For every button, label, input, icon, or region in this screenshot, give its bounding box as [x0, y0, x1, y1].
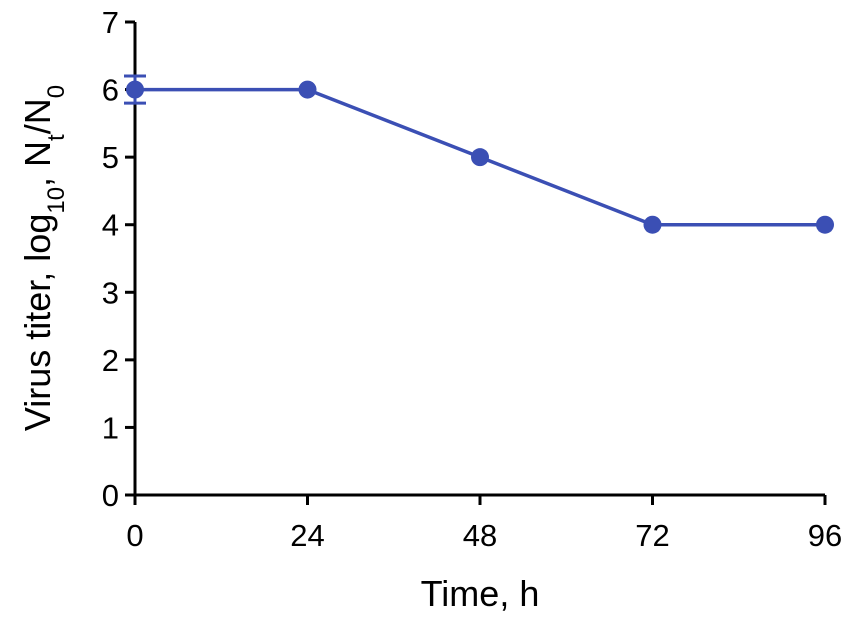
y-axis-title-slash: /N [17, 98, 58, 134]
y-tick-label: 3 [102, 275, 119, 310]
data-point [126, 80, 144, 99]
y-tick-label: 6 [102, 73, 119, 108]
data-point [643, 215, 662, 234]
y-axis-title-log-subscript: 10 [43, 187, 70, 214]
y-tick-label: 4 [102, 208, 119, 243]
y-axis-title-prefix: Virus titer, log [17, 214, 58, 431]
y-axis-ticks: 0 1 2 3 4 5 6 7 [102, 5, 135, 513]
y-tick-label: 0 [102, 478, 119, 513]
y-tick-label: 5 [102, 140, 119, 175]
y-axis-title-numerator-subscript: t [43, 134, 70, 141]
y-axis-title: Virus titer, log10, Nt/N0 [17, 85, 70, 431]
y-tick-label: 7 [102, 5, 119, 40]
x-tick-label: 24 [290, 518, 324, 553]
x-axis-ticks: 0 24 48 72 96 [126, 495, 842, 553]
y-axis-title-middle: , N [17, 141, 58, 187]
y-tick-label: 1 [102, 410, 119, 445]
x-tick-label: 72 [635, 518, 669, 553]
data-point [298, 80, 317, 99]
x-tick-label: 96 [808, 518, 842, 553]
x-tick-label: 48 [463, 518, 497, 553]
data-point [816, 215, 834, 234]
y-axis-title-denominator-subscript: 0 [43, 85, 70, 98]
axes [133, 22, 825, 497]
x-axis-title: Time, h [421, 573, 540, 614]
data-point [471, 148, 489, 167]
y-tick-label: 2 [102, 343, 119, 378]
x-tick-label: 0 [126, 518, 143, 553]
series-layer [124, 74, 834, 234]
